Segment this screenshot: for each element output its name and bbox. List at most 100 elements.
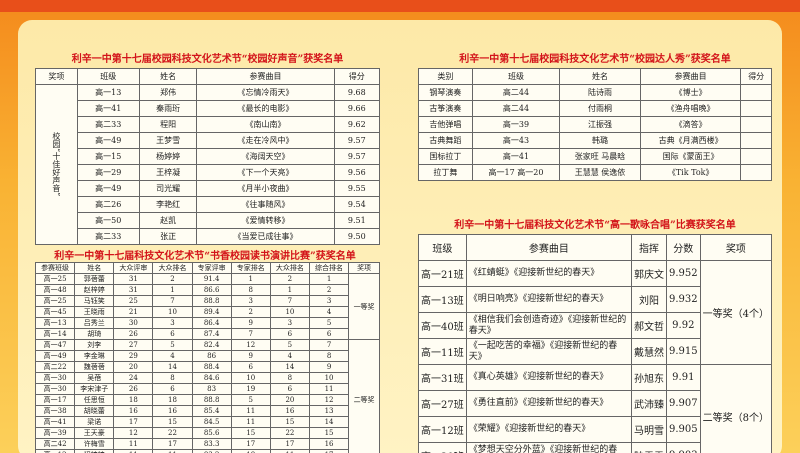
header-cell: 分数	[665, 234, 701, 261]
cell: 古筝演奏	[418, 100, 473, 117]
header-cell: 姓名	[74, 262, 115, 274]
cell: 91.4	[191, 273, 232, 285]
cell: 7	[152, 295, 193, 307]
cell: 《梦想天空分外蓝》《迎接新世纪的春天》	[465, 442, 632, 453]
header-cell: 参赛曲目	[196, 68, 335, 85]
cell: 17	[230, 438, 271, 450]
cell: 86.4	[191, 317, 232, 329]
cell: 10	[152, 306, 193, 318]
cell: 吉他弹唱	[418, 116, 473, 133]
table-row: 高一41 梁诺 17 15 84.5 11 15 14	[34, 416, 380, 428]
cell: 李金琳	[74, 350, 115, 362]
cell: 31	[113, 273, 154, 285]
cell: 高一48	[34, 284, 76, 296]
cell: 高一13	[76, 84, 140, 101]
cell: 26	[113, 328, 154, 340]
cell: 17	[113, 416, 154, 428]
cell: 高二26	[76, 196, 140, 213]
table-row: 高一49 李金琳 29 4 86 9 4 8	[34, 350, 380, 362]
cell: 郭庆文	[630, 260, 667, 287]
cell: 《真心英雄》《迎接新世纪的春天》	[465, 364, 632, 391]
award-cell: 二等奖（8个）	[699, 364, 773, 453]
table-row: 古典舞蹈 高一43 韩璐 古典《月满西楼》	[418, 132, 772, 149]
cell: 王梦雪	[138, 132, 198, 149]
table-row: 高一12班 《荣耀》《迎接新世纪的春天》 马明雪 9.905	[418, 416, 772, 443]
cell: 《滴答》	[639, 116, 742, 133]
header-cell: 奖项	[348, 262, 380, 274]
cell: 郑伟	[138, 84, 198, 101]
table-row: 高一13班 《明日响亮》《迎接新世纪的春天》 刘阳 9.932	[418, 286, 772, 313]
cell: 6	[308, 328, 350, 340]
top-band	[0, 0, 800, 12]
cell: 83.2	[191, 449, 232, 453]
cell: 15	[230, 427, 271, 439]
cell: 刘李	[74, 339, 115, 351]
cell: 11	[230, 405, 271, 417]
cell: 88.8	[191, 295, 232, 307]
table-row: 高一30 吴蓓 24 8 84.6 10 8 10	[34, 372, 380, 384]
cell: 杨婷婷	[138, 148, 198, 165]
cell: 李宋津子	[74, 383, 115, 395]
cell: 《当爱已成往事》	[196, 228, 335, 245]
talent-table: 类别 班级 姓名 参赛曲目 得分 钢琴演奏 高二44 陆诗雨 《博士》 古筝演奏 高二44 付雨桐 《渔…	[418, 68, 772, 181]
cell: 2	[230, 306, 271, 318]
cell: 高一25	[34, 273, 76, 285]
cell: 16	[269, 405, 310, 417]
header-cell: 姓名	[138, 68, 198, 85]
cell: 18	[113, 394, 154, 406]
cell: 高一45	[34, 306, 76, 318]
header-cell: 参赛曲目	[465, 234, 632, 261]
header-row: 类别 班级 姓名 参赛曲目 得分	[418, 68, 772, 85]
empty-cell	[740, 148, 772, 165]
cell: 5	[308, 317, 350, 329]
cell: 高一17 高一20	[471, 164, 561, 181]
table-row: 高一39 王天豪 12 22 85.6 15 22 15	[34, 427, 380, 439]
cell: 29	[113, 350, 154, 362]
cell: 85.6	[191, 427, 232, 439]
table-row: 拉丁舞 高一17 高一20 王慧慧 侯逸依 《Tik Tok》	[418, 164, 772, 181]
cell: 《忘情冷雨天》	[196, 84, 335, 101]
cell: 张正	[138, 228, 198, 245]
cell: 31	[113, 284, 154, 296]
chorus-table: 班级 参赛曲目 指挥 分数 奖项 高一21班 《红蜻蜓》《迎接新世纪的春天》 郭庆文 9.952…	[418, 234, 773, 453]
cell: 16	[308, 438, 350, 450]
cell: 11	[113, 449, 154, 453]
header-cell: 奖项	[35, 68, 78, 85]
table-row: 高一29 王梓凝 《下一个天亮》 9.56	[36, 164, 381, 181]
cell: 9.905	[665, 416, 701, 443]
cell: 1	[308, 273, 350, 285]
cell: 19	[230, 383, 271, 395]
cell: 高二44	[471, 100, 561, 117]
cell: 9.50	[333, 228, 381, 245]
cell: 12	[308, 394, 350, 406]
cell: 5	[230, 394, 271, 406]
cell: 85.4	[191, 405, 232, 417]
cell: 14	[308, 416, 350, 428]
cell: 9.62	[333, 116, 381, 133]
cell: 刘阳	[630, 286, 667, 313]
header-cell: 专家评审	[191, 262, 232, 274]
cell: 20	[113, 361, 154, 373]
cell: 高一12	[34, 449, 76, 453]
cell: 高一12班	[418, 416, 467, 443]
empty-cell	[740, 84, 772, 101]
cell: 84.6	[191, 372, 232, 384]
cell: 高一39	[34, 427, 76, 439]
empty-cell	[740, 164, 772, 181]
cell: 《明日响亮》《迎接新世纪的春天》	[465, 286, 632, 313]
cell: 9.57	[333, 148, 381, 165]
cell: 9.55	[333, 180, 381, 197]
cell: 3	[152, 317, 193, 329]
table-row: 高一14 胡琦 26 6 87.4 7 6 6	[34, 328, 380, 340]
cell: 4	[152, 350, 193, 362]
cell: 22	[269, 427, 310, 439]
table-row: 高一11班 《一起吃苦的幸福》《迎接新世纪的春天》 戴慧然 9.915	[418, 338, 772, 365]
cell: 10	[230, 372, 271, 384]
cell: 高二33	[76, 228, 140, 245]
cell: 《南山南》	[196, 116, 335, 133]
cell: 15	[269, 416, 310, 428]
cell: 4	[308, 306, 350, 318]
cell: 《海阔天空》	[196, 148, 335, 165]
cell: 高一13班	[418, 286, 467, 313]
cell: 《往事随风》	[196, 196, 335, 213]
